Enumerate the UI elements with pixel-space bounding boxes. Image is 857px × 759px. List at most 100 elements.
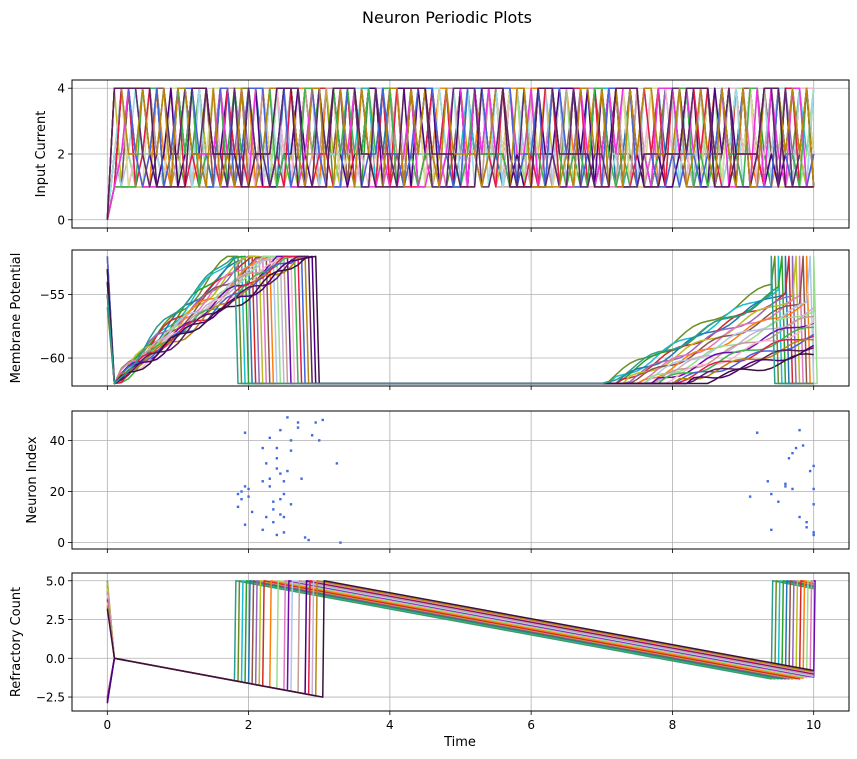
- series-line-14: [106, 580, 814, 694]
- series-line-21: [106, 255, 815, 385]
- series-line-3: [106, 255, 814, 385]
- spike-point-63: [801, 444, 805, 447]
- spike-point-69: [812, 503, 815, 506]
- spike-point-34: [286, 469, 289, 473]
- spike-point-39: [296, 426, 300, 429]
- spike-point-7: [247, 487, 250, 491]
- grid-lines: [72, 573, 849, 711]
- series-line-7: [106, 580, 814, 687]
- series-line-5: [106, 255, 814, 385]
- spike-point-32: [282, 531, 286, 534]
- spike-point-6: [243, 431, 247, 434]
- spike-point-4: [243, 523, 247, 526]
- spike-point-60: [794, 446, 798, 450]
- panel-neuron-index: 0 20 40 Neuron Index: [25, 410, 850, 553]
- spike-point-12: [261, 480, 264, 483]
- spike-point-35: [289, 439, 293, 442]
- y-tick-label: 40: [50, 434, 65, 448]
- spike-point-64: [805, 520, 808, 524]
- spike-point-53: [770, 528, 773, 532]
- y-tick-label: −2.5: [36, 691, 65, 705]
- x-tick-label: 0: [103, 718, 111, 732]
- y-tick-label: 20: [50, 485, 65, 499]
- spike-point-56: [784, 482, 787, 486]
- y-tick-label: −60: [40, 352, 65, 366]
- tick-marks: [68, 294, 815, 390]
- x-tick-label: 2: [245, 718, 253, 732]
- series-line-17: [106, 255, 814, 385]
- spike-point-68: [812, 487, 815, 491]
- series-line-13: [106, 580, 814, 692]
- y-axis-label: Membrane Potential: [9, 253, 24, 384]
- series-line-11: [106, 580, 814, 691]
- spike-point-49: [748, 495, 752, 498]
- spike-point-19: [272, 508, 275, 511]
- series-line-9: [106, 580, 814, 689]
- spike-point-67: [812, 464, 815, 468]
- series-line-22: [106, 255, 814, 385]
- x-tick-label: 4: [386, 718, 394, 732]
- spike-point-21: [275, 457, 279, 460]
- y-tick-label: −55: [40, 288, 65, 302]
- spike-point-29: [282, 492, 286, 496]
- tick-marks: [68, 87, 815, 232]
- spike-point-16: [268, 477, 271, 480]
- series-line-8: [106, 580, 814, 701]
- spike-point-14: [265, 515, 268, 519]
- spike-point-50: [755, 431, 759, 434]
- tick-marks: [68, 580, 815, 715]
- grid-lines: [72, 411, 849, 549]
- series-line-24: [106, 87, 815, 220]
- y-tick-label: 4: [57, 82, 65, 96]
- spike-point-26: [279, 472, 282, 475]
- axes-frame: [71, 572, 850, 712]
- y-tick-label: 2.5: [46, 613, 65, 627]
- x-tick-label: 10: [806, 718, 821, 732]
- series-line-25: [106, 87, 814, 220]
- spike-point-46: [321, 418, 324, 422]
- spike-point-54: [777, 500, 780, 503]
- spike-point-17: [268, 485, 271, 488]
- spike-point-38: [296, 421, 300, 424]
- spike-point-11: [261, 446, 264, 450]
- spike-point-18: [272, 520, 275, 524]
- spike-point-20: [272, 500, 275, 503]
- figure-title: Neuron Periodic Plots: [362, 8, 532, 27]
- spike-point-57: [787, 457, 791, 460]
- spike-point-2: [240, 497, 243, 501]
- spike-point-23: [275, 533, 279, 537]
- spike-point-15: [268, 436, 271, 440]
- spike-point-48: [339, 541, 342, 544]
- tick-marks: [68, 439, 815, 553]
- series-line-10: [106, 580, 814, 690]
- spike-point-65: [805, 526, 808, 529]
- spike-point-58: [791, 451, 794, 455]
- y-axis-label: Refractory Count: [9, 587, 24, 697]
- series-line-15: [106, 580, 814, 704]
- spike-point-43: [310, 434, 314, 437]
- spike-point-42: [307, 538, 310, 542]
- panels: 0 2 4 Input Current −55 −60 Membrane Potential…: [9, 79, 850, 732]
- series-line-15: [106, 255, 815, 385]
- spike-point-33: [286, 416, 289, 419]
- panel-membrane-potential: −55 −60 Membrane Potential: [9, 249, 850, 390]
- spike-point-36: [289, 449, 293, 452]
- spike-point-0: [236, 492, 240, 496]
- y-tick-label: 2: [57, 148, 65, 162]
- spike-point-55: [784, 485, 787, 488]
- spike-point-41: [303, 536, 307, 539]
- spike-point-70: [812, 533, 815, 537]
- spike-point-28: [279, 513, 282, 516]
- spike-point-47: [335, 462, 339, 465]
- y-tick-label: 0.0: [46, 652, 65, 666]
- y-tick-label: 0: [57, 213, 65, 227]
- spike-point-44: [314, 421, 317, 424]
- y-tick-label: 5.0: [46, 574, 65, 588]
- spike-point-37: [289, 503, 293, 506]
- data-layer: [236, 416, 815, 544]
- spike-point-22: [275, 467, 279, 470]
- series-line-0: [106, 255, 814, 385]
- axes-frame: [71, 249, 850, 387]
- spike-point-45: [318, 439, 321, 442]
